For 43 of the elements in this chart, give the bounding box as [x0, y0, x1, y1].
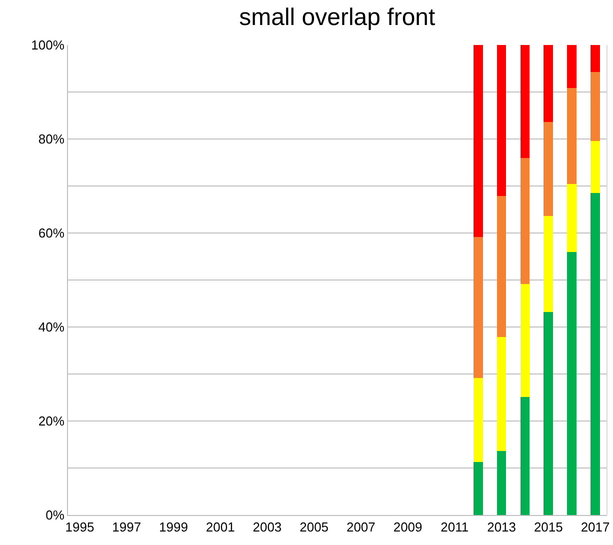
- bar: [590, 72, 600, 141]
- bar: [520, 397, 530, 515]
- bar: [473, 378, 483, 462]
- y-tick-label: 100%: [31, 38, 65, 53]
- x-tick-label: 1997: [112, 520, 142, 535]
- bar: [567, 45, 577, 88]
- bar: [496, 196, 506, 337]
- x-tick-label: 1995: [65, 520, 94, 535]
- x-tick-label: 1999: [159, 520, 188, 535]
- y-tick-label: 60%: [38, 226, 65, 241]
- y-tick-label: 20%: [38, 414, 65, 429]
- bar: [590, 193, 600, 515]
- bar: [567, 252, 577, 515]
- y-tick-label: 0%: [46, 508, 65, 523]
- x-tick-label: 2005: [300, 520, 329, 535]
- x-tick-label: 2017: [580, 520, 610, 535]
- x-tick-label: 2011: [440, 520, 469, 535]
- bar: [520, 45, 530, 158]
- bar: [473, 462, 483, 515]
- bar: [590, 140, 600, 194]
- bar: [496, 336, 506, 452]
- x-tick-label: 2001: [206, 520, 235, 535]
- x-tick-label: 2003: [252, 520, 282, 535]
- bar: [473, 45, 483, 238]
- y-tick-label: 40%: [38, 320, 65, 335]
- bar: [520, 284, 530, 398]
- x-tick-label: 2009: [393, 520, 422, 535]
- x-tick-label: 2013: [487, 520, 516, 535]
- bar: [544, 122, 554, 216]
- bar: [567, 88, 577, 184]
- bar: [590, 45, 600, 72]
- x-tick-label: 2015: [534, 520, 563, 535]
- bar: [473, 237, 483, 378]
- bar: [544, 312, 554, 515]
- bar: [496, 45, 506, 196]
- bar: [567, 184, 577, 252]
- y-tick-label: 80%: [38, 132, 65, 147]
- x-tick-label: 2007: [346, 520, 376, 535]
- bar: [496, 451, 506, 515]
- chart-title: small overlap front: [239, 4, 436, 31]
- bar: [544, 216, 554, 312]
- bar: [520, 158, 530, 284]
- bar: [544, 45, 554, 122]
